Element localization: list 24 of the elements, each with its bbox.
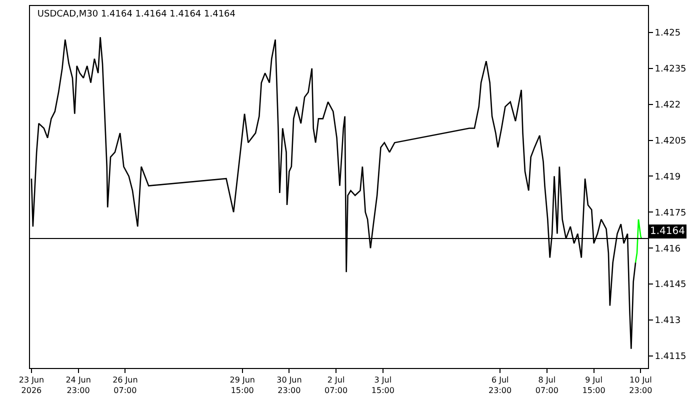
y-tick-label: 1.419	[654, 172, 681, 182]
x-tick-label: 2 Jul 07:00	[324, 376, 348, 395]
x-tick-label: 23 Jun 2026	[18, 376, 44, 395]
x-tick-label: 30 Jun 23:00	[276, 376, 302, 395]
y-tick-label: 1.4115	[654, 352, 686, 362]
x-tick-label: 29 Jun 15:00	[230, 376, 255, 395]
y-tick-label: 1.4205	[654, 136, 686, 146]
x-tick-label: 24 Jun 23:00	[66, 376, 91, 395]
x-tick-label: 9 Jul 15:00	[582, 376, 606, 395]
y-tick-label: 1.4235	[654, 64, 686, 74]
y-tick-label: 1.4145	[654, 280, 686, 290]
y-tick-label: 1.422	[654, 100, 681, 110]
x-tick-label: 26 Jun 07:00	[112, 376, 138, 395]
line-series	[634, 218, 642, 264]
x-tick-label: 6 Jul 23:00	[488, 376, 512, 395]
ref-line-label: 1.4164	[650, 226, 685, 237]
y-tick-label: 1.413	[654, 316, 681, 326]
chart-title: USDCAD,M30 1.4164 1.4164 1.4164 1.4164	[37, 9, 236, 20]
x-tick-label: 8 Jul 07:00	[535, 376, 558, 395]
x-tick-label: 10 Jul 23:00	[629, 376, 652, 395]
x-tick-label: 3 Jul 15:00	[371, 376, 394, 395]
y-tick-label: 1.416	[654, 244, 681, 254]
y-tick-label: 1.4175	[654, 208, 686, 218]
y-tick-label: 1.425	[654, 28, 681, 39]
